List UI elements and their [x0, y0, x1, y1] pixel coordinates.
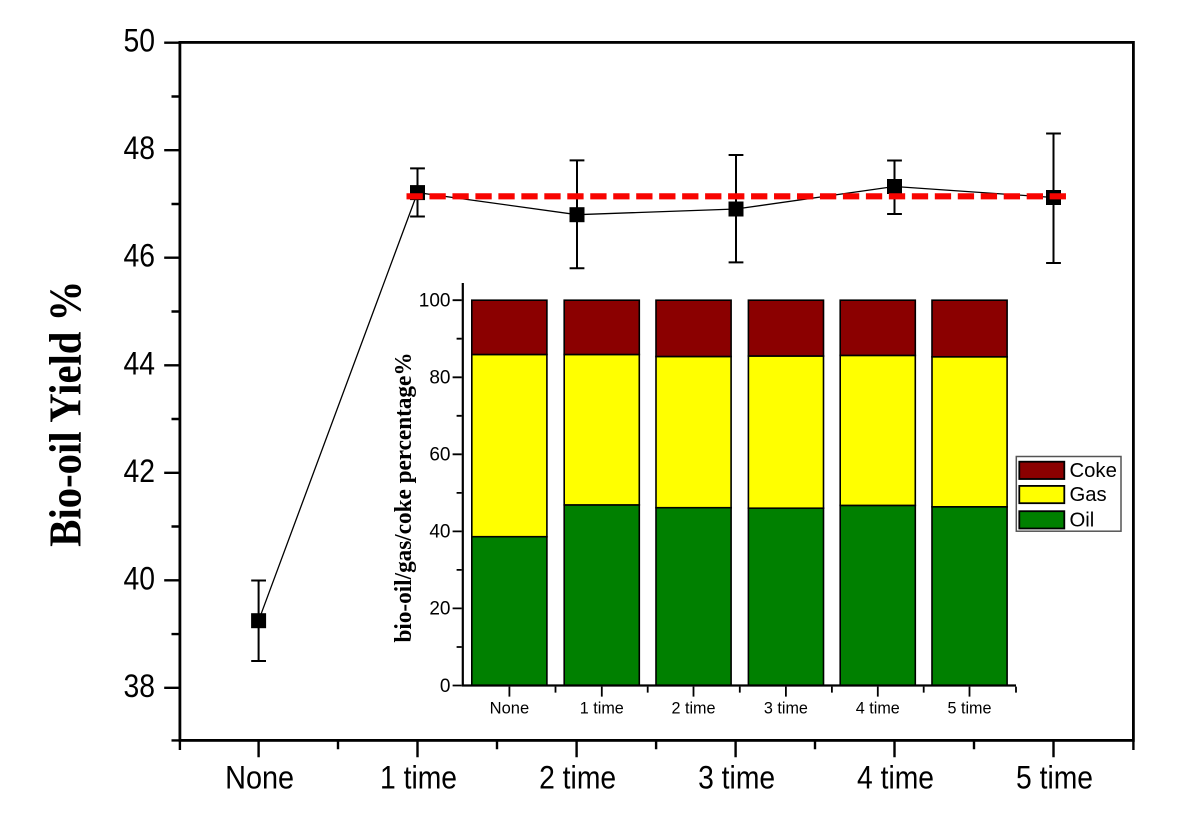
- svg-text:0: 0: [440, 676, 451, 697]
- svg-text:2 time: 2 time: [539, 760, 616, 796]
- svg-text:20: 20: [429, 599, 450, 620]
- svg-text:4 time: 4 time: [856, 699, 900, 718]
- svg-text:46: 46: [124, 238, 156, 274]
- svg-text:50: 50: [124, 23, 156, 59]
- svg-text:3 time: 3 time: [764, 699, 808, 718]
- svg-text:Oil: Oil: [1070, 509, 1095, 531]
- svg-text:bio-oil/gas/coke percentage%: bio-oil/gas/coke percentage%: [391, 353, 417, 643]
- svg-text:None: None: [490, 699, 530, 718]
- svg-text:40: 40: [429, 522, 450, 543]
- svg-text:2 time: 2 time: [672, 699, 716, 718]
- svg-text:Coke: Coke: [1070, 460, 1117, 482]
- svg-text:1 time: 1 time: [380, 760, 457, 796]
- svg-text:5 time: 5 time: [948, 699, 992, 718]
- svg-text:5 time: 5 time: [1016, 760, 1093, 796]
- svg-text:44: 44: [124, 345, 156, 381]
- svg-text:4 time: 4 time: [857, 760, 934, 796]
- svg-text:48: 48: [124, 130, 156, 166]
- svg-text:60: 60: [429, 445, 450, 466]
- svg-text:42: 42: [124, 453, 156, 489]
- svg-text:100: 100: [419, 291, 451, 312]
- svg-text:Gas: Gas: [1070, 484, 1107, 506]
- svg-text:38: 38: [124, 668, 156, 704]
- svg-text:1 time: 1 time: [580, 699, 624, 718]
- svg-text:3 time: 3 time: [698, 760, 775, 796]
- svg-text:80: 80: [429, 368, 450, 389]
- svg-text:None: None: [225, 760, 294, 796]
- svg-text:Bio-oil Yield %: Bio-oil Yield %: [41, 281, 91, 547]
- svg-text:40: 40: [124, 560, 156, 596]
